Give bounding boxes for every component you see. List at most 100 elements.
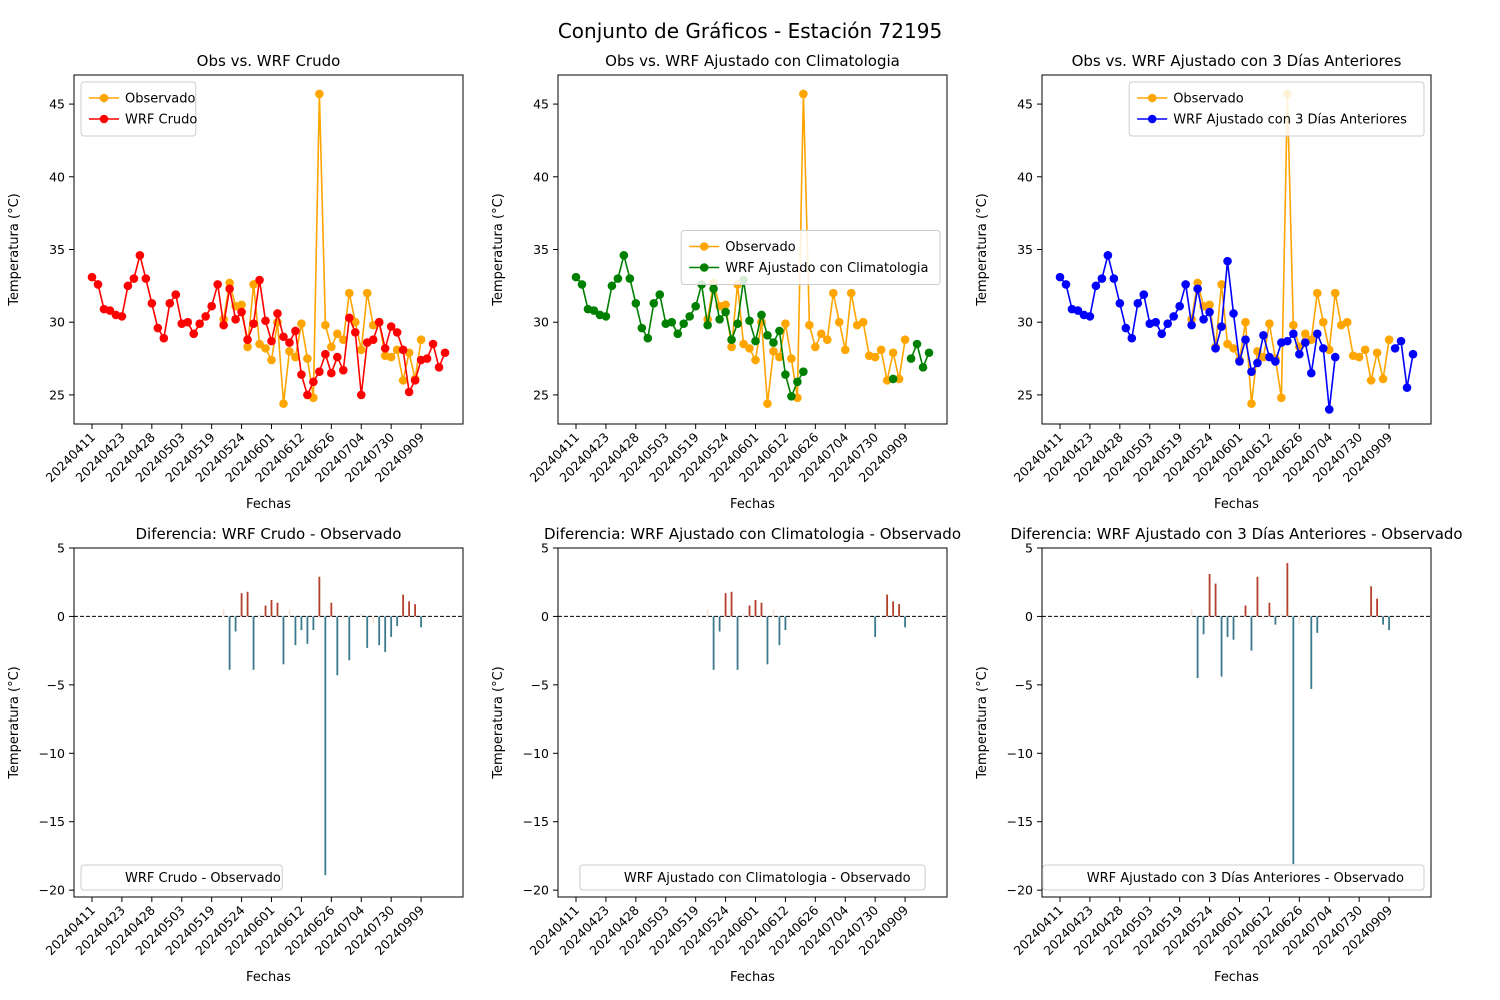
data-point xyxy=(1390,344,1400,353)
data-point xyxy=(350,317,360,327)
y-tick-label: −20 xyxy=(523,883,549,898)
bar xyxy=(1214,583,1217,617)
bar xyxy=(1238,616,1241,618)
data-point xyxy=(171,290,181,299)
data-point xyxy=(1229,344,1238,353)
legend-label: WRF Ajustado con Climatologia xyxy=(725,261,928,276)
data-point xyxy=(715,315,724,324)
data-point xyxy=(805,320,814,330)
bar xyxy=(1298,616,1301,624)
data-point xyxy=(1324,405,1334,414)
data-point xyxy=(1241,335,1250,344)
data-point xyxy=(243,335,252,344)
data-point xyxy=(422,354,432,363)
bar xyxy=(366,616,369,648)
x-axis-label: Fechas xyxy=(246,497,291,512)
data-point xyxy=(667,317,677,327)
data-point xyxy=(811,342,820,352)
legend: Observado WRF Crudo xyxy=(80,81,197,137)
data-point xyxy=(1085,312,1095,321)
data-point xyxy=(339,365,348,375)
data-point xyxy=(1187,320,1196,330)
data-point xyxy=(279,332,288,342)
bar xyxy=(1190,609,1193,617)
data-point xyxy=(858,317,868,327)
subplot-1: Obs vs. WRF Crudo25303540452024041120240… xyxy=(7,52,464,512)
data-point xyxy=(613,274,623,283)
data-point xyxy=(1091,281,1101,291)
data-point xyxy=(1217,280,1226,289)
y-tick-label: 5 xyxy=(57,541,65,556)
data-point xyxy=(249,280,258,289)
data-point xyxy=(207,301,216,311)
bar xyxy=(1202,616,1205,635)
bar xyxy=(730,591,733,617)
bar xyxy=(760,602,763,617)
legend-marker xyxy=(699,242,709,251)
data-point xyxy=(315,89,324,99)
data-point xyxy=(631,299,641,308)
data-point xyxy=(255,339,264,349)
bar xyxy=(234,616,237,632)
data-point xyxy=(249,319,258,328)
bar xyxy=(336,616,339,676)
bar xyxy=(706,609,709,617)
x-axis-label: Fechas xyxy=(730,497,775,512)
data-point xyxy=(1205,300,1214,310)
data-point xyxy=(1318,344,1328,353)
data-point xyxy=(733,319,742,328)
data-point xyxy=(1211,344,1220,353)
bar xyxy=(718,616,721,632)
data-point xyxy=(231,315,240,324)
bar xyxy=(736,616,739,670)
data-point xyxy=(243,342,252,352)
bar xyxy=(1316,616,1319,633)
bar xyxy=(1262,616,1265,620)
data-point xyxy=(745,344,754,353)
legend-box xyxy=(1042,864,1425,891)
data-point xyxy=(745,316,754,326)
data-point xyxy=(404,387,414,397)
y-tick-label: −10 xyxy=(1007,746,1033,761)
legend: WRF Ajustado con 3 Días Anteriores - Obs… xyxy=(1042,864,1425,891)
data-point xyxy=(769,338,778,347)
legend-marker xyxy=(1147,114,1157,124)
data-point xyxy=(386,322,396,331)
legend-box xyxy=(1128,81,1425,137)
bars xyxy=(1190,563,1390,865)
y-tick-label: −5 xyxy=(47,677,65,692)
bar xyxy=(294,616,297,646)
data-point xyxy=(279,399,288,408)
data-point xyxy=(1283,336,1292,346)
data-point xyxy=(781,370,790,379)
y-tick-label: 5 xyxy=(1025,541,1033,556)
bar xyxy=(1208,574,1211,617)
data-point xyxy=(255,275,264,285)
data-point xyxy=(900,335,910,344)
data-point xyxy=(1342,317,1352,327)
bar xyxy=(1250,616,1253,651)
data-point xyxy=(368,335,378,344)
data-point xyxy=(1109,274,1119,283)
bar xyxy=(886,594,889,617)
legend: Observado WRF Ajustado con 3 Días Anterio… xyxy=(1128,81,1425,137)
data-point xyxy=(1301,338,1310,347)
data-point xyxy=(763,399,772,408)
data-point xyxy=(1259,352,1268,362)
y-axis-label: Temperatura (°C) xyxy=(975,666,990,779)
data-point xyxy=(416,335,426,344)
data-point xyxy=(775,352,784,362)
data-point xyxy=(1402,383,1412,392)
bar xyxy=(874,616,877,637)
data-point xyxy=(1241,317,1250,327)
data-point xyxy=(1133,299,1143,308)
data-point xyxy=(356,390,366,400)
y-tick-label: 30 xyxy=(49,315,65,330)
data-point xyxy=(1097,274,1107,283)
data-point xyxy=(870,352,880,362)
data-point xyxy=(1318,317,1328,327)
bar xyxy=(288,609,291,617)
subplot-title: Diferencia: WRF Ajustado con 3 Días Ante… xyxy=(1010,525,1462,543)
legend-label: WRF Crudo - Observado xyxy=(125,871,281,886)
subplot-title: Obs vs. WRF Ajustado con 3 Días Anterior… xyxy=(1072,52,1402,70)
